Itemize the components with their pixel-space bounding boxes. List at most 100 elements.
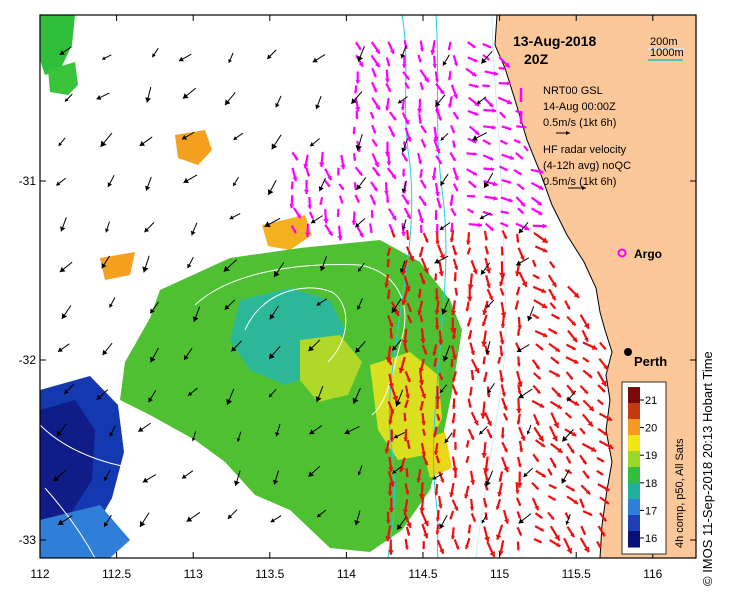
wind-arrow (187, 256, 194, 269)
glider-arrow (482, 125, 496, 130)
glider-arrow (498, 56, 511, 69)
glider-arrow (371, 153, 380, 168)
radar-arrow (547, 327, 558, 335)
glider-arrow (354, 194, 361, 203)
colorbar-swatch (628, 531, 640, 548)
radar-arrow (565, 356, 579, 365)
radar-arrow (497, 356, 502, 364)
wind-arrow (471, 132, 488, 141)
wind-arrow (233, 470, 241, 487)
wind-arrow (391, 298, 402, 314)
radar-arrow (449, 510, 455, 520)
radar-arrow (566, 442, 575, 454)
wind-arrow (59, 261, 73, 273)
wind-arrow (309, 138, 321, 147)
wind-arrow (275, 423, 281, 437)
wind-arrow (515, 257, 530, 266)
wind-arrow (357, 46, 365, 62)
radar-arrow (453, 441, 458, 450)
wind-arrow (485, 341, 491, 355)
wind-arrow (391, 339, 402, 351)
wind-arrow (401, 138, 408, 153)
wind-arrow (228, 52, 234, 64)
wind-arrow (315, 95, 322, 110)
radar-arrow (482, 356, 486, 365)
glider-arrow (291, 151, 299, 161)
wind-arrow (232, 176, 239, 187)
wind-arrow (485, 470, 494, 487)
radar-arrow (386, 289, 391, 300)
radar-arrow (434, 386, 441, 402)
glider-arrow (370, 181, 379, 192)
wind-arrow (399, 260, 406, 273)
glider-arrow (467, 180, 477, 189)
wind-arrow (480, 262, 491, 275)
wind-arrow (229, 213, 241, 220)
wind-arrow (145, 176, 152, 191)
radar-arrow (464, 485, 470, 499)
wind-arrow (138, 422, 151, 433)
wind-arrow (561, 429, 574, 442)
x-tick-label: 113.5 (255, 567, 284, 581)
radar-arrow (517, 247, 525, 261)
radar-arrow (387, 314, 394, 328)
radar-arrow (485, 275, 491, 289)
radar-arrow (470, 358, 480, 374)
glider-arrow (404, 127, 412, 142)
radar-arrow (514, 300, 520, 310)
glider-arrow (420, 125, 427, 134)
glider-legend-line3: 0.5m/s (1kt 6h) (543, 117, 616, 129)
radar-arrow (532, 384, 541, 395)
glider-arrow (352, 126, 356, 135)
glider-arrow (401, 194, 410, 206)
radar-arrow (582, 341, 598, 351)
radar-arrow (549, 400, 563, 410)
glider-arrow (419, 40, 424, 52)
wind-arrow (397, 96, 408, 104)
radar-arrow (482, 497, 488, 508)
wind-arrow (223, 259, 237, 273)
wind-arrow (233, 132, 244, 141)
radar-arrow (402, 499, 409, 515)
x-tick-label: 116 (643, 567, 662, 581)
radar-arrow (499, 273, 506, 287)
wind-arrow (55, 177, 67, 186)
radar-arrow (435, 400, 440, 410)
wind-arrow (354, 340, 366, 353)
radar-arrow (417, 300, 424, 316)
glider-arrow (532, 223, 547, 229)
x-tick-label: 115 (490, 567, 509, 581)
radar-arrow (495, 498, 502, 510)
radar-arrow (388, 539, 394, 555)
wind-arrow (139, 136, 153, 147)
glider-arrow (499, 139, 508, 145)
wind-arrow (315, 385, 324, 403)
radar-arrow (500, 246, 504, 256)
radar-arrow (515, 370, 523, 387)
glider-arrow (355, 41, 362, 51)
glider-arrow (355, 71, 360, 84)
wind-arrows (53, 45, 577, 531)
wind-arrow (392, 465, 403, 474)
depth-legend-200m: 200m (650, 36, 678, 48)
wind-arrow (308, 465, 321, 477)
radar-arrow (550, 412, 560, 429)
radar-arrow (386, 258, 390, 268)
glider-arrow (501, 153, 515, 160)
radar-arrow (533, 537, 543, 544)
radar-arrow (420, 511, 429, 527)
radar-legend-line2: (4-12h avg) noQC (543, 160, 631, 172)
glider-arrow (450, 84, 459, 99)
radar-arrow (565, 484, 576, 492)
radar-arrow (438, 471, 445, 483)
radar-arrow (404, 483, 410, 495)
radar-arrow (502, 509, 510, 524)
radar-arrow (531, 497, 540, 511)
radar-arrow (599, 496, 610, 505)
glider-arrow (499, 111, 507, 119)
glider-arrow (499, 165, 508, 172)
glider-arrow (452, 183, 459, 192)
radar-arrow (531, 259, 537, 268)
radar-arrow (436, 413, 441, 421)
glider-arrow (292, 207, 302, 219)
